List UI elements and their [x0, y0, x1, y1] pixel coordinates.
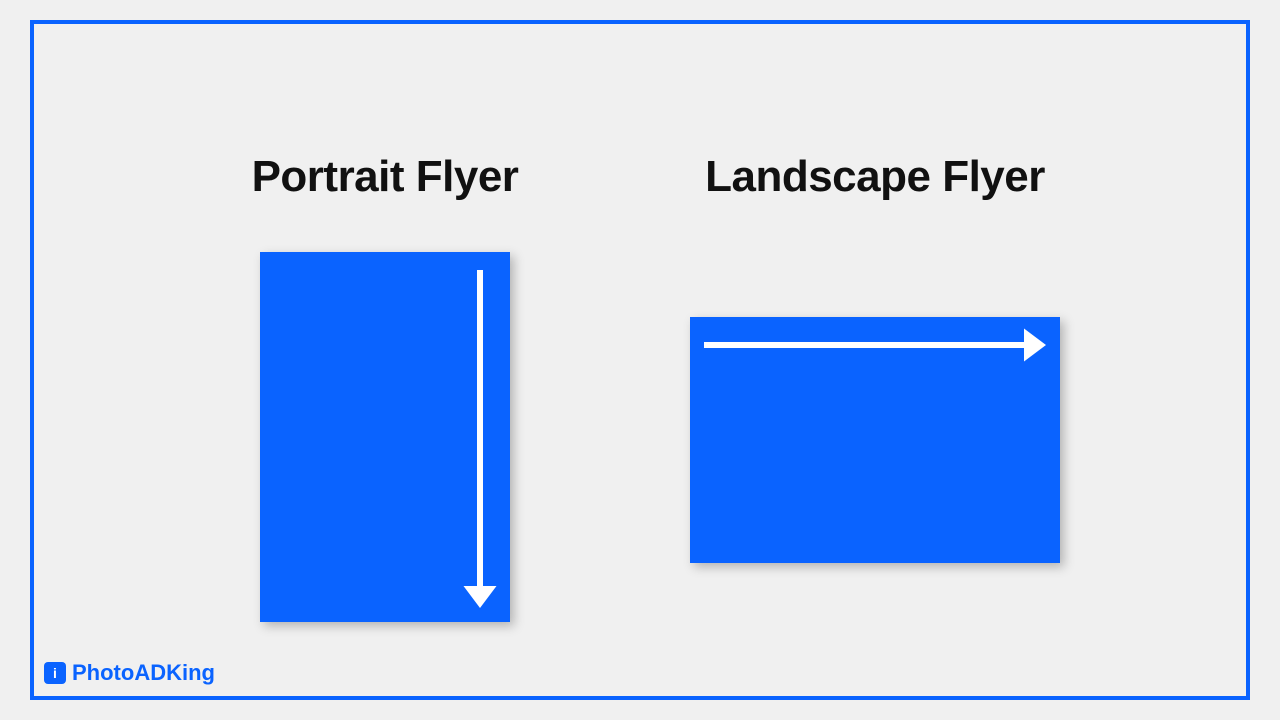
logo-text: PhotoADKing — [72, 660, 215, 686]
landscape-box — [690, 317, 1060, 563]
brand-logo: i PhotoADKing — [44, 660, 215, 686]
arrow-right-icon — [690, 317, 1060, 563]
portrait-title: Portrait Flyer — [252, 152, 519, 202]
landscape-title: Landscape Flyer — [705, 152, 1045, 202]
landscape-panel: Landscape Flyer — [680, 152, 1070, 563]
portrait-box — [260, 252, 510, 622]
portrait-panel: Portrait Flyer — [230, 152, 540, 622]
arrow-down-icon — [260, 252, 510, 622]
logo-icon: i — [44, 662, 66, 684]
